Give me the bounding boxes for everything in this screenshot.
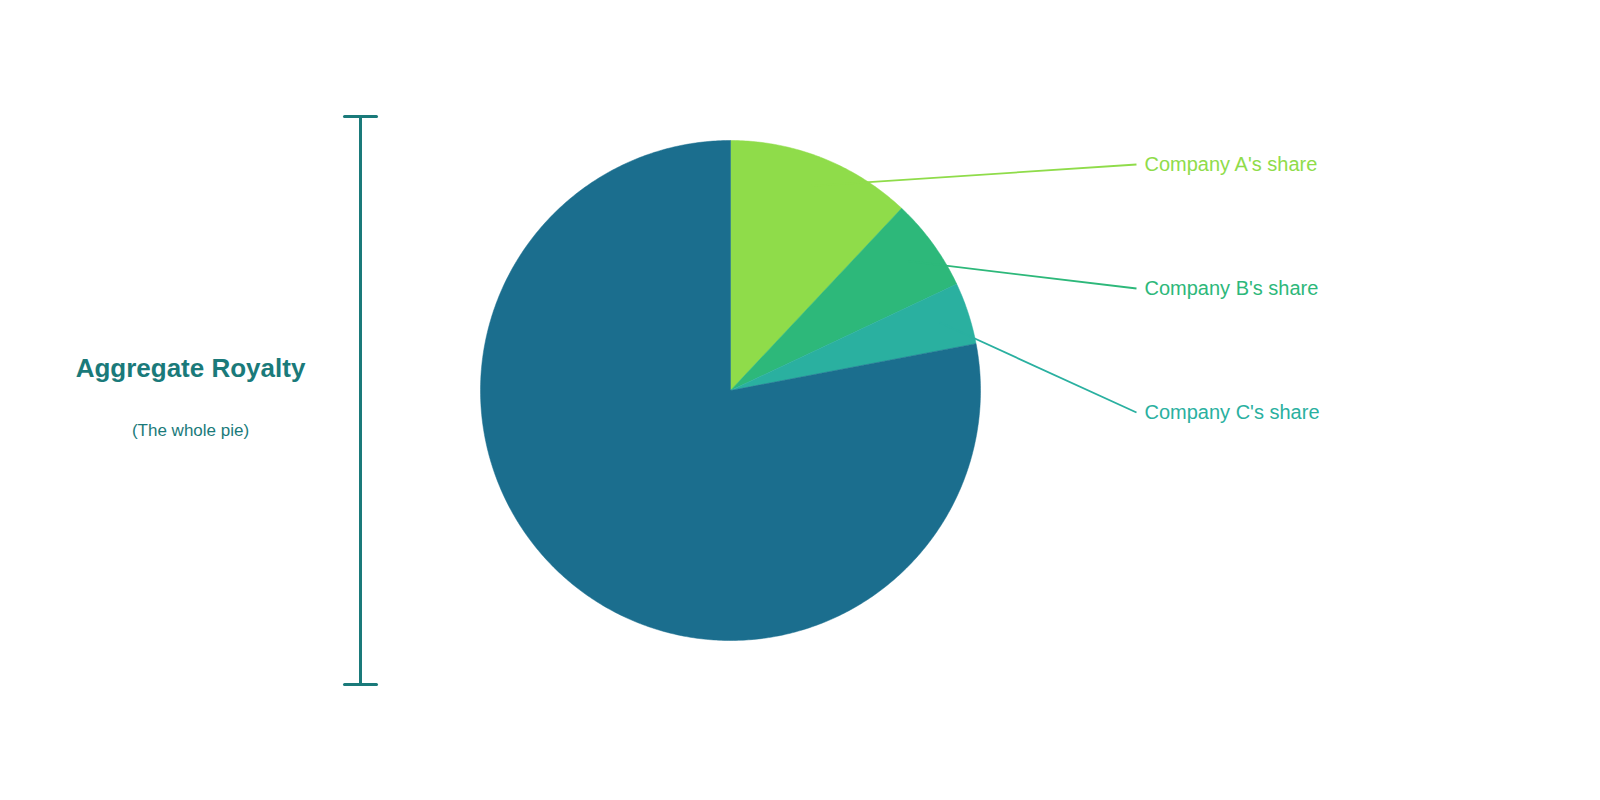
svg-text:(The whole pie): (The whole pie) — [132, 421, 249, 440]
svg-text:Company A's share: Company A's share — [1145, 153, 1318, 175]
svg-text:Company C's share: Company C's share — [1145, 401, 1320, 423]
svg-text:Aggregate Royalty: Aggregate Royalty — [76, 353, 306, 383]
svg-text:Company B's share: Company B's share — [1145, 277, 1319, 299]
